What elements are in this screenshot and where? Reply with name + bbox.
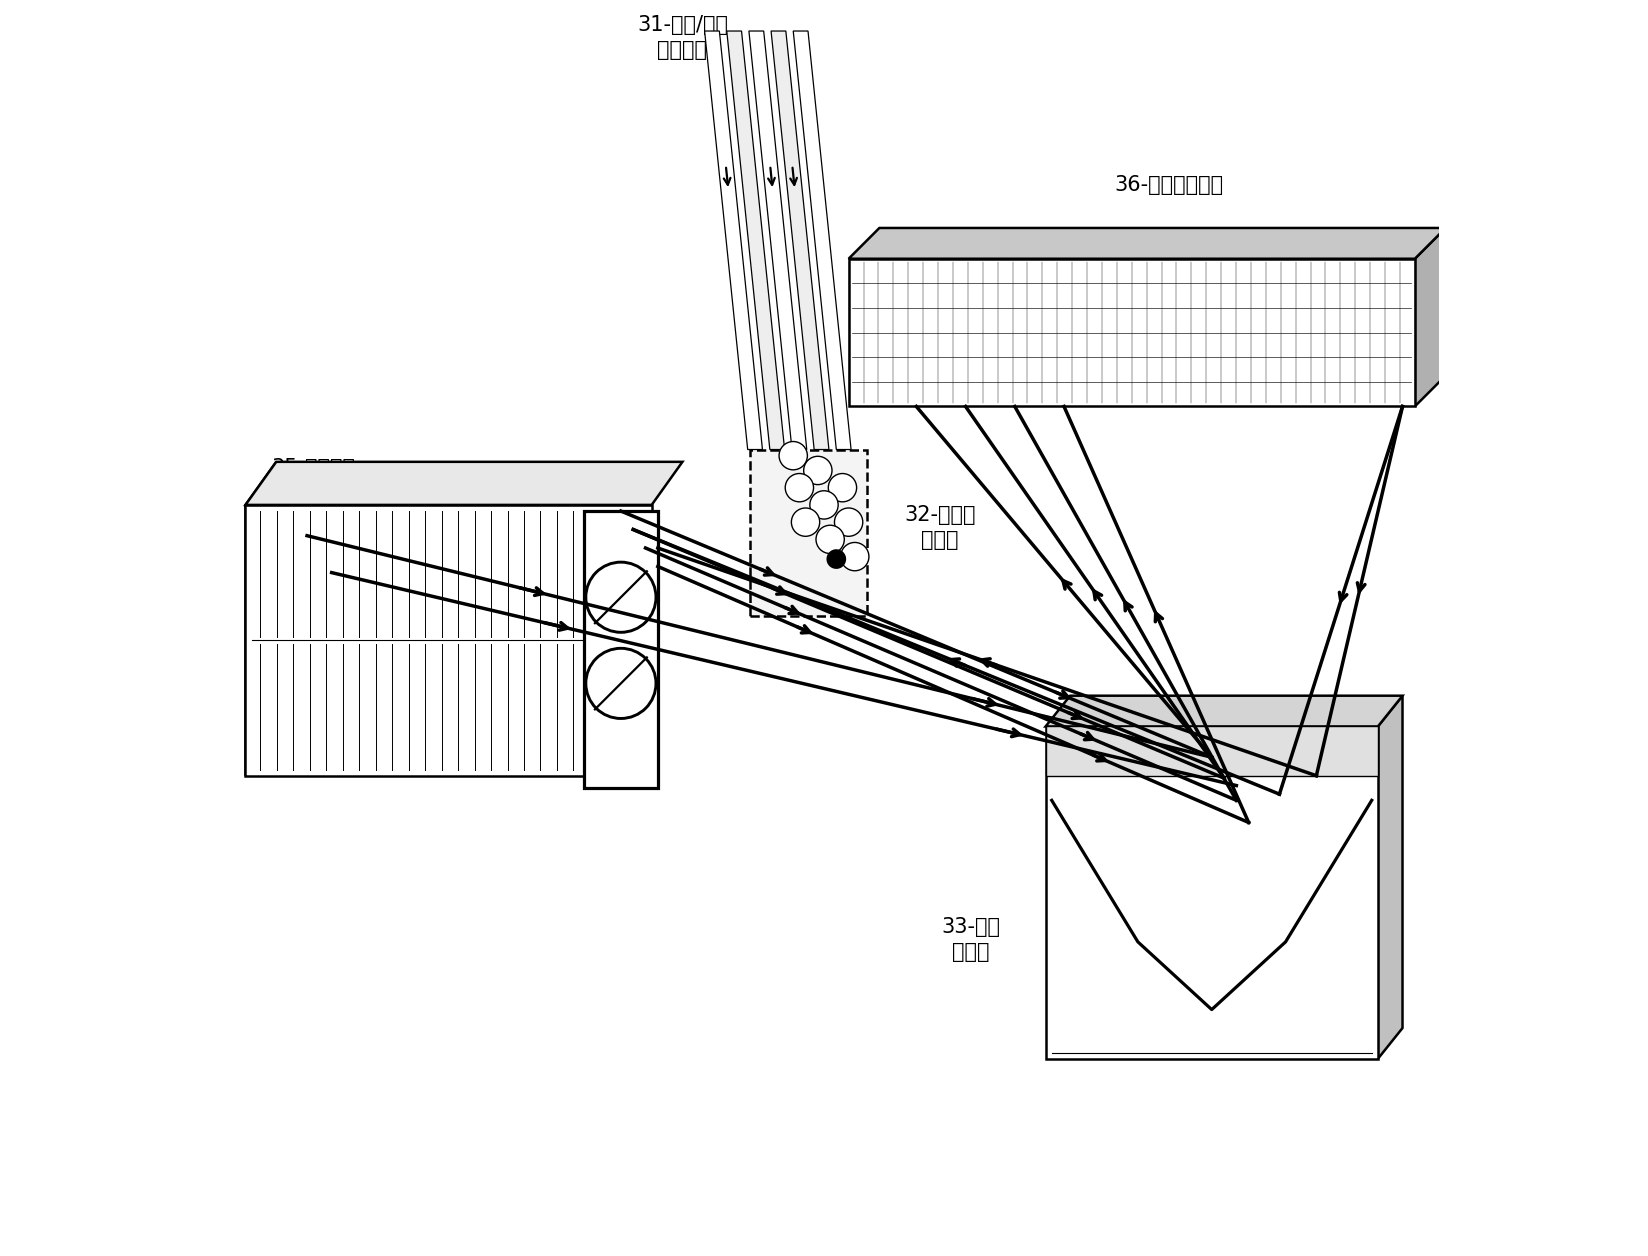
- Circle shape: [834, 507, 864, 536]
- Circle shape: [804, 456, 832, 485]
- Text: 34-准直透镜
阵列: 34-准直透镜 阵列: [391, 485, 475, 530]
- Circle shape: [809, 491, 839, 519]
- Circle shape: [780, 442, 808, 470]
- Polygon shape: [705, 31, 763, 450]
- Text: 32-偏振分
集元件: 32-偏振分 集元件: [905, 505, 976, 550]
- Polygon shape: [1416, 227, 1445, 407]
- Polygon shape: [1045, 726, 1378, 1059]
- Polygon shape: [771, 31, 829, 450]
- Polygon shape: [1045, 726, 1378, 776]
- Polygon shape: [849, 259, 1416, 407]
- Polygon shape: [750, 450, 867, 615]
- Polygon shape: [583, 511, 658, 788]
- Polygon shape: [748, 31, 808, 450]
- Circle shape: [816, 525, 844, 554]
- Polygon shape: [1378, 696, 1402, 1059]
- Circle shape: [826, 549, 845, 569]
- Circle shape: [784, 474, 814, 502]
- Circle shape: [791, 507, 819, 536]
- Polygon shape: [793, 31, 850, 450]
- Text: 36-空间光调制器: 36-空间光调制器: [1114, 175, 1223, 195]
- Circle shape: [840, 543, 868, 570]
- Polygon shape: [727, 31, 784, 450]
- Text: 31-输入/输出
光纤阵列: 31-输入/输出 光纤阵列: [636, 15, 728, 60]
- Polygon shape: [246, 462, 682, 505]
- Polygon shape: [1045, 696, 1402, 726]
- Text: 35-光栅阵列: 35-光栅阵列: [272, 458, 356, 479]
- Polygon shape: [246, 462, 277, 776]
- Circle shape: [829, 474, 857, 502]
- Polygon shape: [849, 227, 1445, 259]
- Text: 33-柱面
反射镜: 33-柱面 反射镜: [941, 917, 1000, 962]
- Polygon shape: [246, 505, 651, 776]
